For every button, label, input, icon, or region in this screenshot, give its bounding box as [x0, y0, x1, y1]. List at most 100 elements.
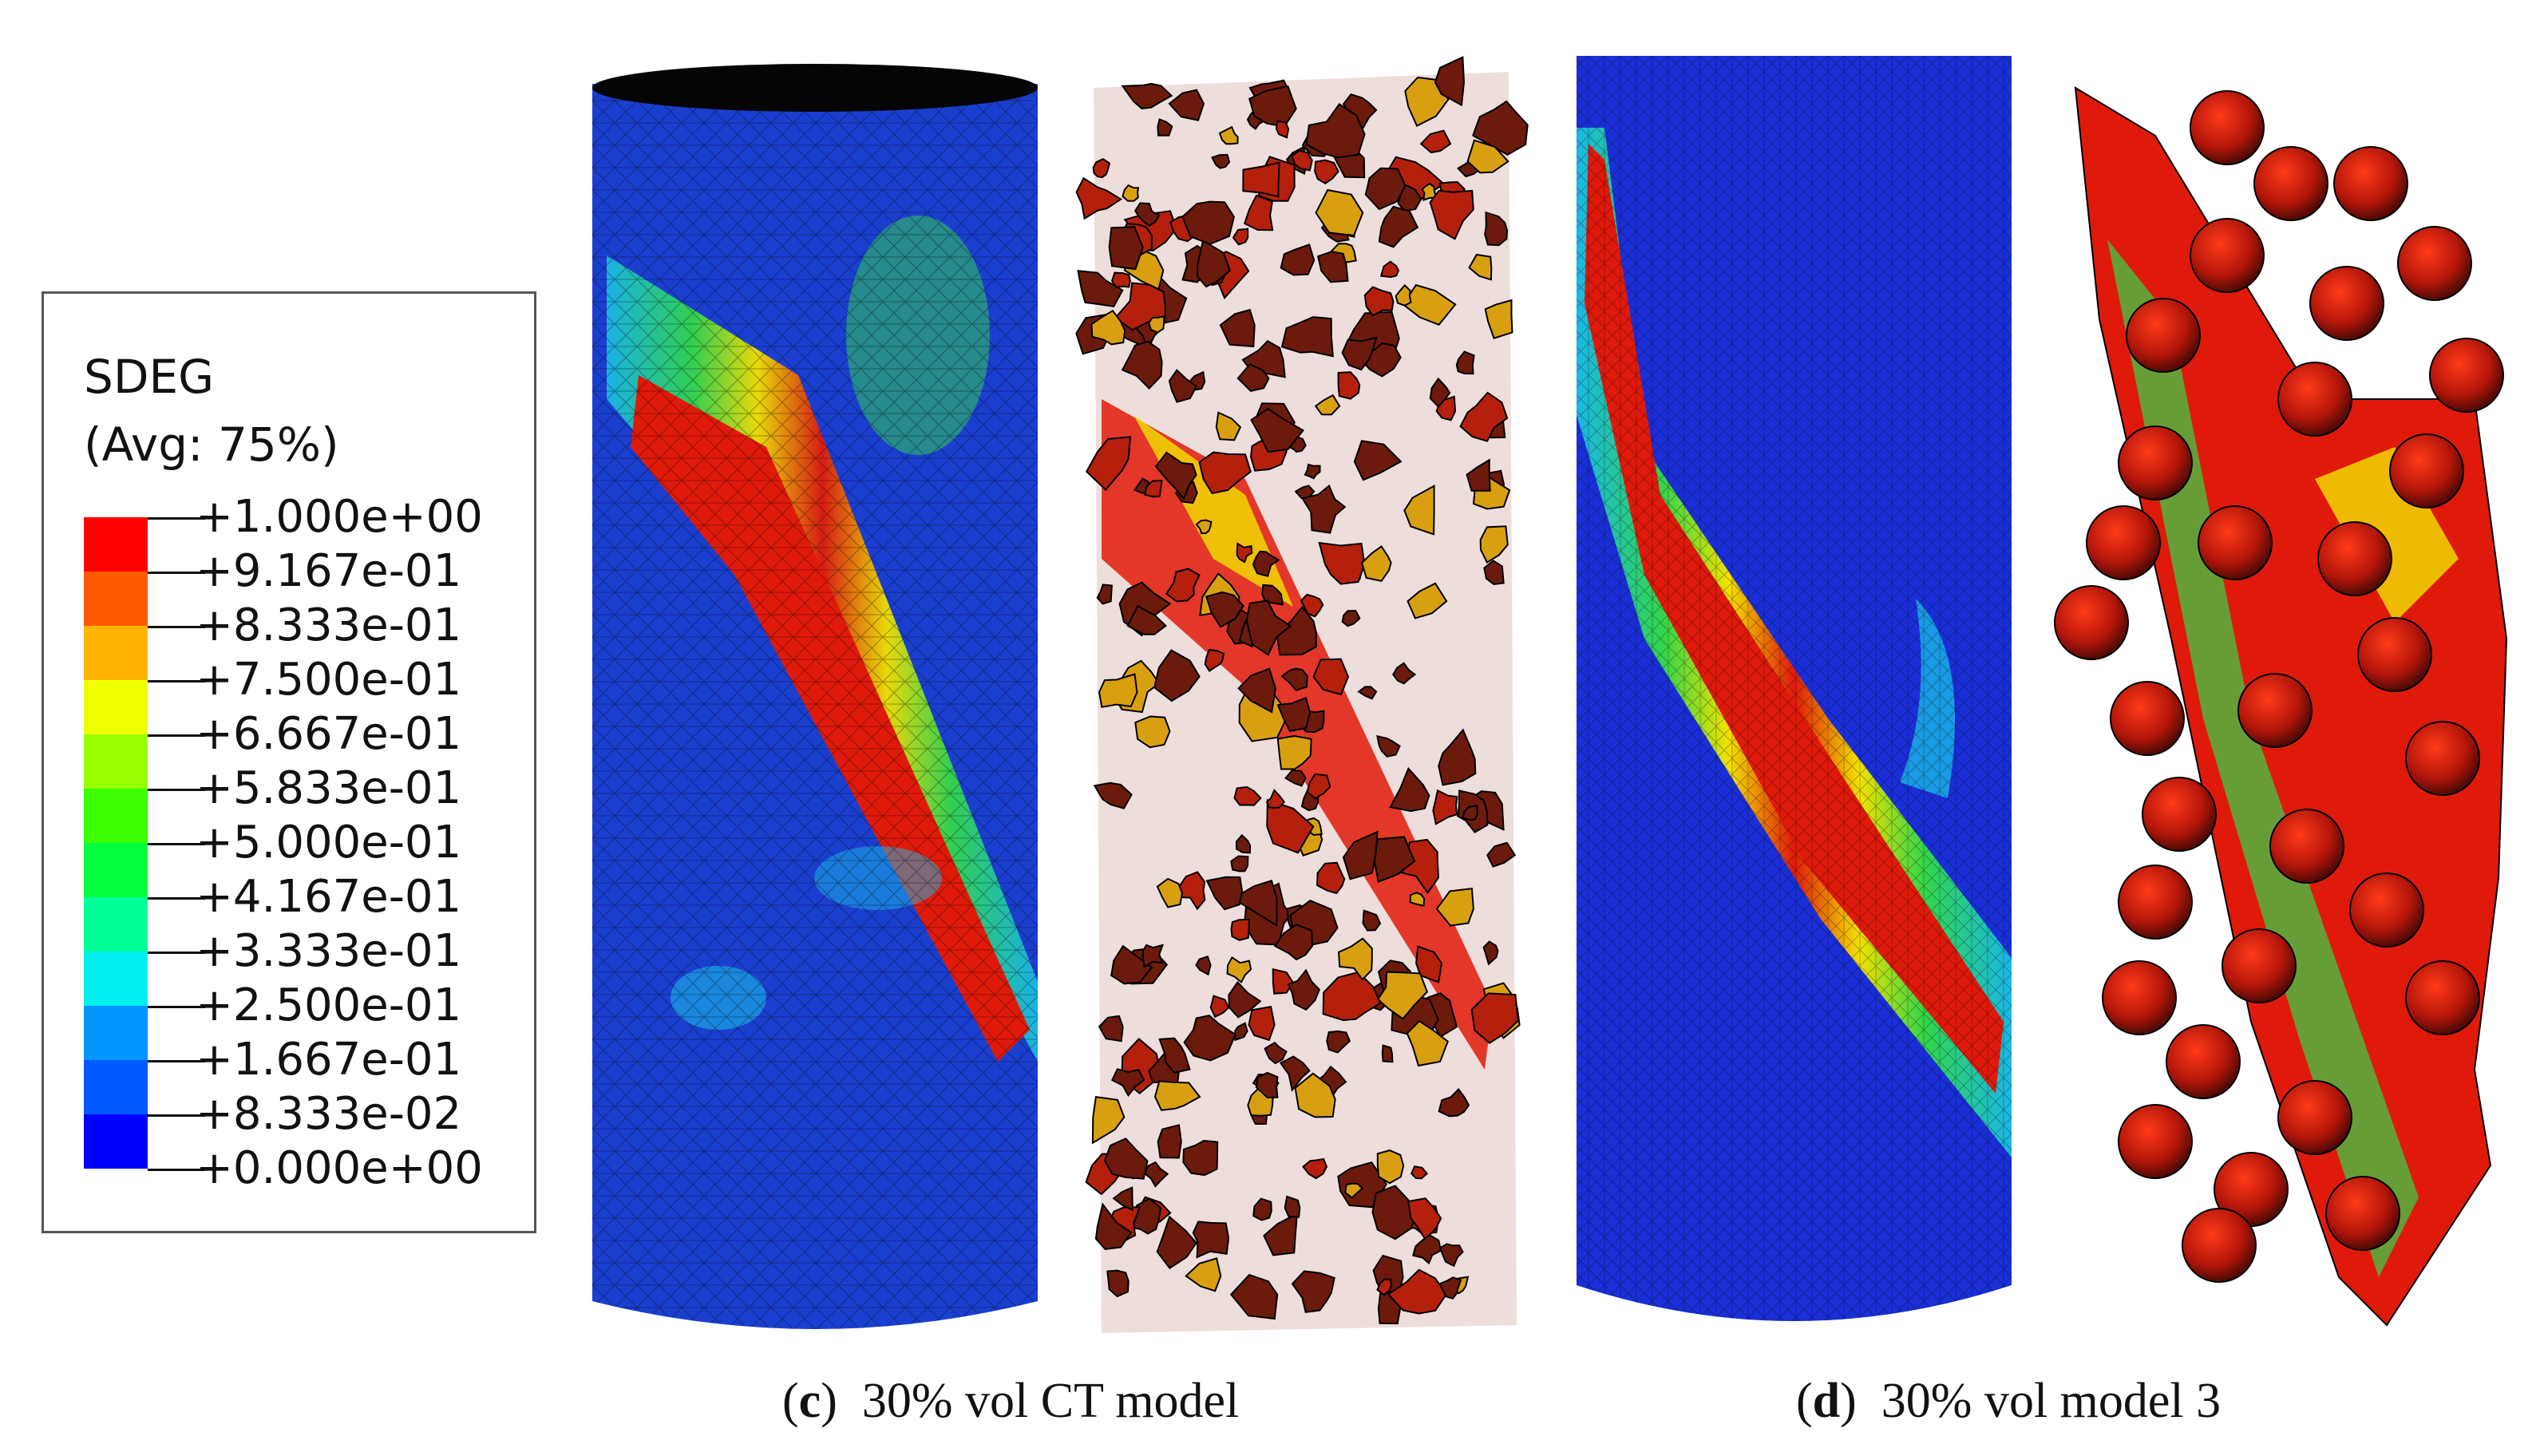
ct-particle [1211, 153, 1231, 169]
ct-particle [1121, 340, 1163, 390]
ct-particle [1158, 1037, 1191, 1074]
ct-particle [1455, 350, 1475, 375]
legend-tick [148, 843, 205, 845]
ct-particle [1237, 667, 1276, 714]
ct-particle [1341, 610, 1361, 627]
sphere-particle [2277, 362, 2352, 437]
ct-particle [1438, 1276, 1462, 1300]
legend-swatch [84, 952, 148, 1006]
ct-particle [1185, 1257, 1222, 1292]
ct-particle [1364, 167, 1406, 211]
panel-d-cylinder [1577, 56, 2012, 1321]
sphere-particle [2182, 1208, 2257, 1283]
sphere-particle [2190, 90, 2265, 165]
ct-particle [1280, 316, 1334, 358]
ct-particle [1181, 200, 1235, 245]
ct-particle [1261, 584, 1284, 606]
ct-particle [1322, 971, 1382, 1022]
ct-particle [1301, 484, 1347, 534]
ct-particle [1300, 593, 1324, 618]
ct-particle [1234, 1022, 1248, 1042]
ct-particle [1468, 253, 1493, 281]
ct-particle [1429, 189, 1474, 240]
legend-label: +5.000e-01 [196, 817, 462, 868]
ct-particle [1389, 766, 1430, 813]
ct-particle [1484, 211, 1509, 247]
ct-particle [1438, 728, 1477, 786]
legend-label: +0.000e+00 [196, 1142, 483, 1194]
legend-label: +2.500e-01 [196, 979, 462, 1031]
ct-particle [1218, 125, 1239, 145]
ct-particle [1406, 1019, 1450, 1067]
caption-d: (d) 30% vol model 3 [1796, 1374, 2222, 1428]
ct-particle [1110, 944, 1153, 985]
ct-particle [1302, 1157, 1328, 1180]
ct-particle [1317, 251, 1349, 283]
ct-particle [1219, 308, 1256, 348]
ct-particle [1168, 369, 1197, 403]
ct-particle [1305, 103, 1366, 159]
ct-particle [1342, 830, 1379, 880]
cylinder-top-face [592, 64, 1038, 112]
sphere-particle [2349, 872, 2424, 948]
ct-particle [1197, 239, 1231, 288]
ct-particle [1279, 1055, 1311, 1093]
ct-particle [1134, 715, 1171, 749]
ct-particle [1090, 309, 1126, 346]
ct-particle [1341, 336, 1378, 371]
sphere-particle [2102, 960, 2177, 1035]
legend-swatch [84, 572, 148, 626]
legend-tick [148, 680, 205, 682]
sphere-particle [2222, 928, 2297, 1003]
ct-particle [1406, 582, 1448, 619]
ct-particle [1275, 120, 1290, 139]
legend-swatch [84, 1114, 148, 1169]
ct-particle [1077, 270, 1124, 307]
ct-particle [1337, 937, 1373, 981]
ct-particle [1148, 315, 1165, 334]
ct-particle [1482, 940, 1499, 966]
sphere-particle [2325, 1176, 2400, 1251]
legend-swatch [84, 1006, 148, 1060]
legend-swatch [84, 1060, 148, 1114]
ct-particle [1075, 176, 1123, 220]
ct-particle [1273, 924, 1314, 961]
ct-particle [1435, 887, 1474, 927]
ct-particle [1314, 394, 1341, 416]
sphere-particle [2333, 146, 2408, 221]
ct-particle [1236, 362, 1270, 392]
legend-swatch [84, 789, 148, 843]
legend-tick [148, 1169, 205, 1171]
sphere-particle [2142, 777, 2217, 852]
legend-label: +4.167e-01 [196, 871, 462, 923]
ct-particle [1112, 1186, 1134, 1212]
caption-c-letter: c [798, 1374, 821, 1428]
legend-label: +8.333e-02 [196, 1088, 462, 1140]
ct-particle [1373, 836, 1416, 883]
ct-particle [1306, 773, 1331, 800]
ct-particle [1094, 1202, 1133, 1251]
ct-particle [1459, 391, 1509, 442]
ct-particle [1276, 696, 1312, 733]
spherical-particles [2054, 90, 2504, 1283]
ct-particle [1304, 463, 1321, 480]
legend-label: +8.333e-01 [196, 599, 462, 651]
ct-particle [1250, 407, 1305, 453]
ct-particle-blobs [1075, 56, 1529, 1325]
ct-particle [1387, 1268, 1448, 1315]
ct-particle [1363, 286, 1395, 317]
ct-particle [1121, 82, 1173, 109]
sphere-particle [2198, 505, 2273, 580]
ct-particle [1141, 944, 1165, 968]
ct-particle [1434, 56, 1466, 107]
sphere-particle [2317, 521, 2392, 596]
ct-particle [1404, 76, 1450, 127]
legend-label: +1.667e-01 [196, 1034, 462, 1086]
ct-particle [1153, 649, 1201, 702]
ct-particle [1232, 228, 1249, 246]
legend-swatch [84, 843, 148, 897]
legend-box: SDEG (Avg: 75%) +1.000e+00 +9.167e-01 +8.3… [42, 291, 536, 1233]
ct-particle [1315, 188, 1364, 237]
sphere-particle [2253, 146, 2328, 221]
ct-particle [1318, 541, 1366, 585]
